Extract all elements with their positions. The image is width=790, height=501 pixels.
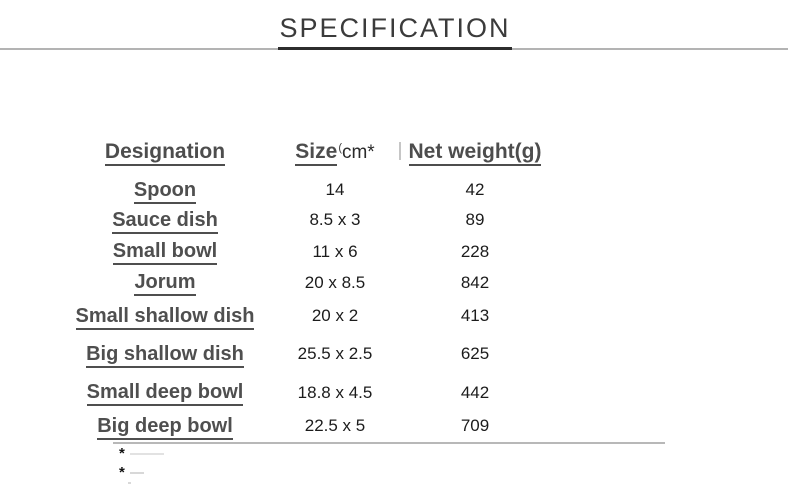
asterisk-mark: *: [119, 464, 125, 481]
weight-value: 228: [460, 241, 490, 261]
designation-value: Big deep bowl: [97, 414, 233, 440]
weight-value: 413: [460, 306, 490, 325]
stray-paren-mark: [399, 142, 401, 160]
table-row: Big deep bowl 22.5 x 5 709: [55, 411, 555, 441]
header-size-unit: cm*: [341, 142, 375, 163]
size-value: 20 x 8.5: [304, 272, 366, 292]
designation-value: Small deep bowl: [86, 381, 244, 406]
weight-value: 842: [460, 272, 490, 292]
weight-value: 442: [460, 382, 490, 402]
table-row: Sauce dish 8.5 x 3 89: [55, 204, 555, 236]
footnote-line: *: [119, 463, 164, 482]
footnote-line: *: [119, 444, 164, 463]
weight-value: 709: [460, 416, 490, 435]
table-row: Small bowl 11 x 6 228: [55, 236, 555, 267]
weight-value: 625: [460, 344, 490, 363]
designation-value: Small bowl: [112, 240, 218, 265]
table-header-row: Designation Size(cm* Net weight(g): [55, 128, 555, 176]
size-value: 22.5 x 5: [304, 416, 366, 435]
header-size-label: Size: [295, 140, 338, 166]
spec-table: Designation Size(cm* Net weight(g) Spoon…: [55, 128, 555, 441]
size-value: 20 x 2: [311, 306, 359, 325]
size-value: 11 x 6: [312, 241, 358, 261]
header-designation-label: Designation: [104, 140, 226, 166]
illegible-footnote-text: [129, 471, 144, 474]
header-weight-label: Net weight(g): [408, 140, 542, 166]
weight-value: 42: [465, 180, 485, 199]
size-value: 14: [325, 180, 345, 199]
size-value: 18.8 x 4.5: [297, 382, 373, 402]
designation-value: Jorum: [134, 271, 196, 296]
title-wrap: SPECIFICATION: [0, 13, 790, 44]
table-row: Big shallow dish 25.5 x 2.5 625: [55, 334, 555, 374]
designation-value: Small shallow dish: [75, 304, 255, 330]
size-value: 25.5 x 2.5: [297, 344, 373, 363]
size-value: 8.5 x 3: [309, 210, 361, 229]
faint-dot-mark: [128, 482, 131, 484]
illegible-footnote-text: [129, 452, 164, 455]
designation-value: Spoon: [133, 178, 197, 204]
footnotes: * *: [119, 444, 164, 484]
header-weight-cell: Net weight(g): [395, 140, 555, 166]
table-row: Spoon 14 42: [55, 176, 555, 204]
header-size-cell: Size(cm*: [275, 140, 395, 166]
weight-value: 89: [465, 210, 485, 229]
title-rule-dark: [278, 47, 512, 50]
table-row: Jorum 20 x 8.5 842: [55, 267, 555, 298]
designation-value: Sauce dish: [112, 208, 218, 234]
table-row: Small deep bowl 18.8 x 4.5 442: [55, 374, 555, 411]
footnote-rule: [113, 442, 665, 444]
size-paren-mark: (: [338, 142, 342, 154]
header-designation-cell: Designation: [55, 140, 275, 166]
page-title: SPECIFICATION: [279, 13, 511, 43]
designation-value: Big shallow dish: [86, 342, 244, 368]
table-row: Small shallow dish 20 x 2 413: [55, 298, 555, 334]
asterisk-mark: *: [119, 445, 125, 462]
